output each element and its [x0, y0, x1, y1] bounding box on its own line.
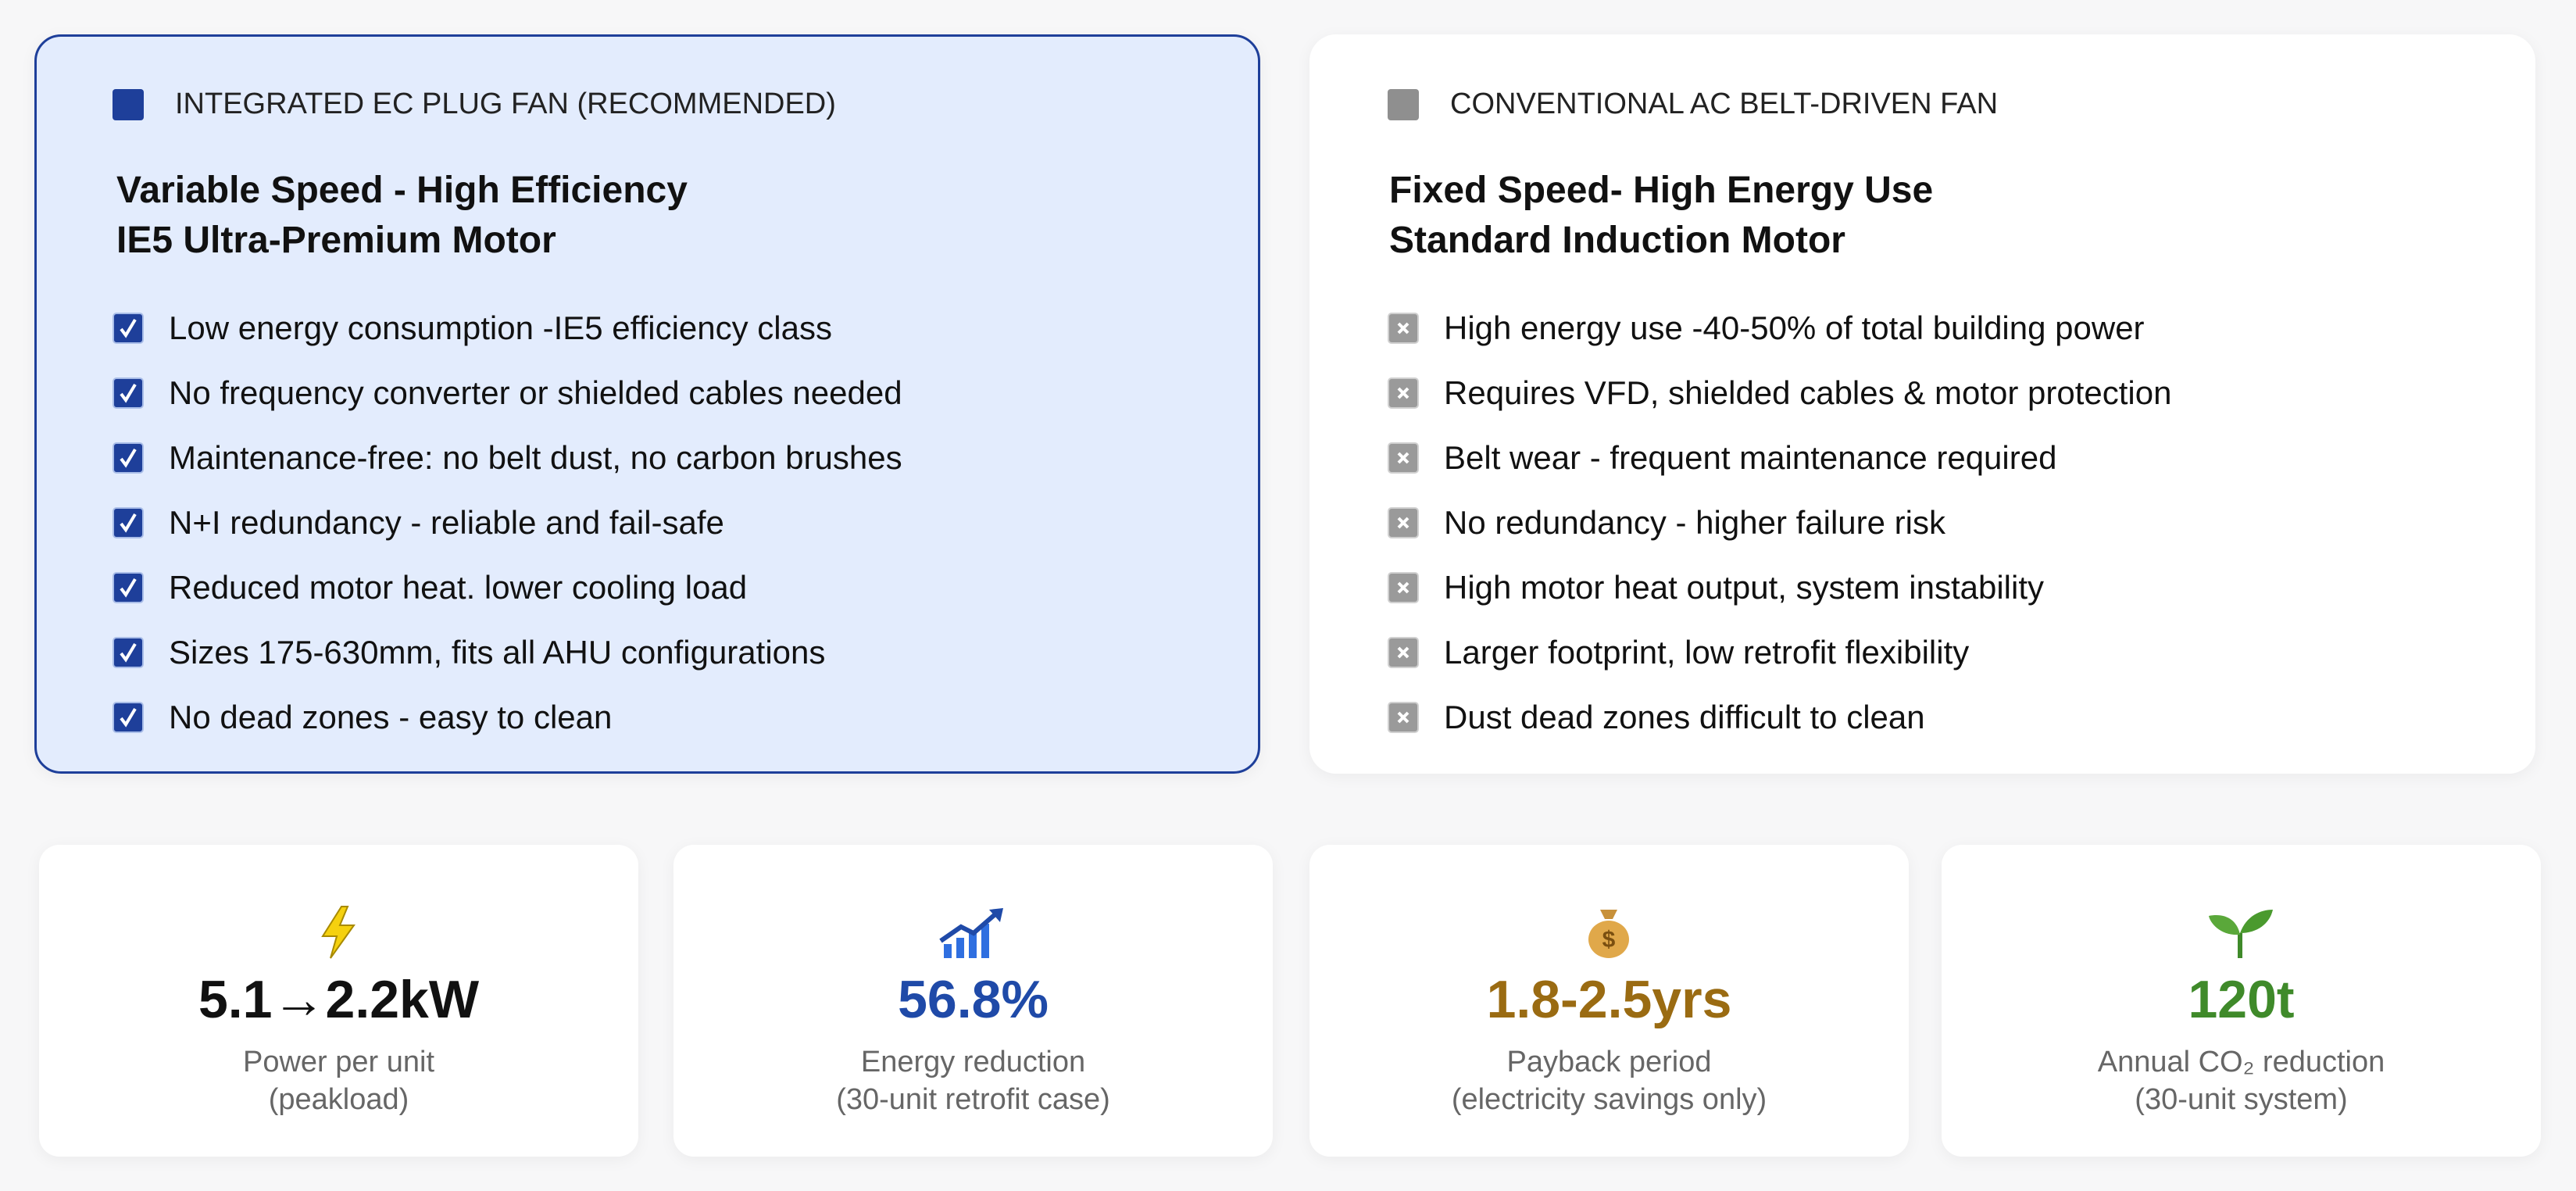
stat-card: [39, 845, 638, 1157]
stat-icon: [938, 905, 1008, 964]
cross-icon: [1388, 442, 1419, 474]
stat-card: [1942, 845, 2541, 1157]
card-title: IE5 Ultra-Premium Motor: [116, 220, 556, 261]
stat-icon: [2206, 905, 2276, 964]
stat-label: Power per unit: [242, 1046, 434, 1078]
stat-label: (peakload): [268, 1083, 409, 1116]
list-item: Low energy consumption -IE5 efficiency c…: [169, 309, 832, 346]
stat-value: 5.1→2.2kW: [198, 970, 480, 1029]
stat-label: Energy reduction: [860, 1046, 1086, 1078]
stat-label: Annual CO₂ reduction: [2097, 1046, 2385, 1078]
list-item: Requires VFD, shielded cables & motor pr…: [1444, 374, 2172, 411]
list-item: N+I redundancy - reliable and fail-safe: [169, 504, 724, 541]
card-tag: CONVENTIONAL AC BELT-DRIVEN FAN: [1450, 88, 1999, 120]
list-item: No redundancy - higher failure risk: [1444, 504, 1945, 541]
stat-card: [673, 845, 1273, 1157]
list-item: No dead zones - easy to clean: [169, 699, 613, 735]
cross-icon: [1388, 637, 1419, 668]
check-icon: [113, 507, 144, 538]
tag-box: [1388, 89, 1419, 120]
card-title: Standard Induction Motor: [1389, 220, 1845, 261]
stat-icon: [315, 905, 362, 964]
check-icon: [113, 702, 144, 733]
list-item: High motor heat output, system instabili…: [1444, 569, 2045, 606]
stat-value: 120t: [2188, 970, 2295, 1029]
check-icon: [113, 313, 144, 344]
stat-label: Payback period: [1506, 1046, 1712, 1078]
cross-icon: [1388, 572, 1419, 603]
cross-icon: [1388, 702, 1419, 733]
check-icon: [113, 442, 144, 474]
stat-value: 56.8%: [898, 970, 1049, 1029]
stat-label: (electricity savings only): [1451, 1083, 1767, 1116]
check-icon: [113, 377, 144, 409]
cross-icon: [1388, 377, 1419, 409]
list-item: Dust dead zones difficult to clean: [1444, 699, 1925, 735]
tag-box: [113, 89, 144, 120]
list-item: Sizes 175-630mm, fits all AHU configurat…: [169, 634, 826, 671]
card-title: Variable Speed - High Efficiency: [116, 170, 688, 211]
check-icon: [113, 572, 144, 603]
check-icon: [113, 637, 144, 668]
list-item: High energy use -40-50% of total buildin…: [1444, 309, 2145, 346]
stat-icon: $: [1581, 905, 1636, 964]
comparison-card: CONVENTIONAL AC BELT-DRIVEN FAN Fixed Spe…: [1309, 34, 2535, 774]
comparison-card: INTEGRATED EC PLUG FAN (RECOMMENDED) Vari…: [34, 34, 1260, 774]
svg-text:$: $: [1602, 927, 1616, 953]
cross-icon: [1388, 313, 1419, 344]
stat-value: 1.8-2.5yrs: [1486, 970, 1732, 1029]
stat-label: (30-unit system): [2135, 1083, 2348, 1116]
list-item: Maintenance-free: no belt dust, no carbo…: [169, 439, 902, 476]
card-title: Fixed Speed- High Energy Use: [1389, 170, 1934, 211]
card-tag: INTEGRATED EC PLUG FAN (RECOMMENDED): [175, 88, 836, 120]
list-item: Larger footprint, low retrofit flexibili…: [1444, 634, 1970, 671]
cross-icon: [1388, 507, 1419, 538]
stat-card: [1309, 845, 1909, 1157]
list-item: Belt wear - frequent maintenance require…: [1444, 439, 2057, 476]
list-item: Reduced motor heat. lower cooling load: [169, 569, 748, 606]
stat-label: (30-unit retrofit case): [836, 1083, 1110, 1116]
list-item: No frequency converter or shielded cable…: [169, 374, 902, 411]
